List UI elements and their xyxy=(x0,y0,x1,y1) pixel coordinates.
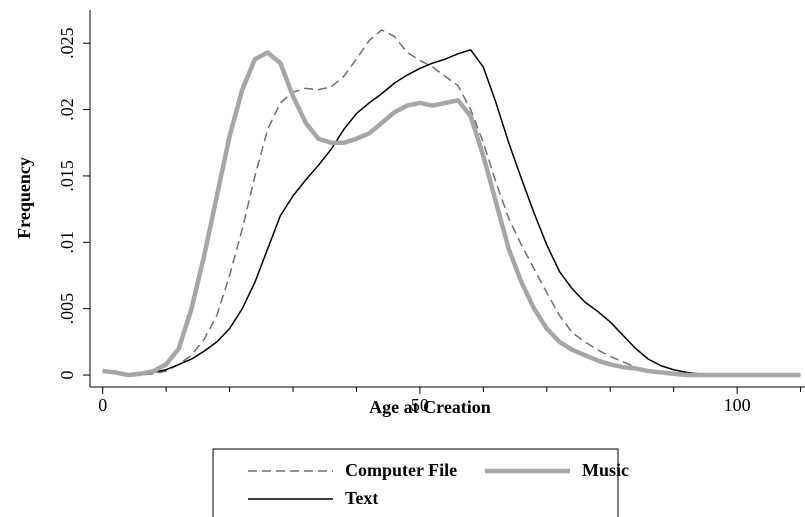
legend-box xyxy=(212,448,619,517)
y-tick-label: .025 xyxy=(57,27,77,59)
legend-label: Music xyxy=(582,460,629,480)
y-tick-label: .005 xyxy=(57,293,77,325)
series-line xyxy=(102,50,801,378)
x-tick-label: 50 xyxy=(411,395,429,415)
x-axis-label: Age at Creation xyxy=(369,397,491,417)
legend-label: Computer File xyxy=(345,460,457,480)
y-axis-label: Frequency xyxy=(14,157,34,239)
y-tick-label: 0 xyxy=(57,371,77,380)
y-tick-label: .02 xyxy=(57,98,77,121)
series-line xyxy=(102,49,801,376)
x-tick-label: 0 xyxy=(98,395,107,415)
x-tick-label: 100 xyxy=(724,395,751,415)
y-tick-label: .015 xyxy=(57,160,77,192)
series-line xyxy=(102,29,801,376)
y-tick-label: .01 xyxy=(57,231,77,254)
legend-label: Text xyxy=(345,488,378,508)
